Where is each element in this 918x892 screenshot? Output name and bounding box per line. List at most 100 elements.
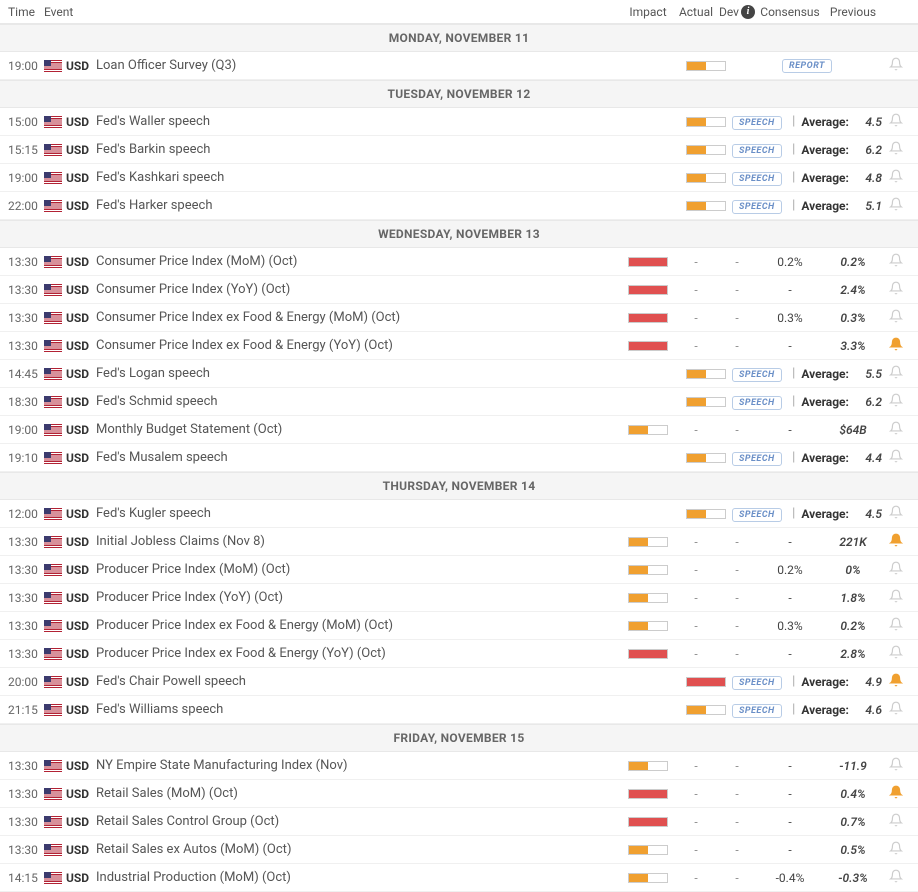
speech-badge[interactable]: SPEECH <box>732 508 782 522</box>
event-name[interactable]: Retail Sales Control Group (Oct) <box>96 814 622 829</box>
event-name[interactable]: Fed's Harker speech <box>96 198 680 213</box>
event-row[interactable]: 14:45USDFed's Logan speechSPEECH|Average… <box>0 360 918 388</box>
bell-icon[interactable] <box>889 281 903 299</box>
bell-icon[interactable] <box>889 253 903 271</box>
event-name[interactable]: Fed's Logan speech <box>96 366 680 381</box>
event-row[interactable]: 19:00USDLoan Officer Survey (Q3)REPORT <box>0 52 918 80</box>
bell-icon[interactable] <box>889 645 903 663</box>
event-row[interactable]: 15:00USDFed's Waller speechSPEECH|Averag… <box>0 108 918 136</box>
report-badge[interactable]: REPORT <box>782 59 832 73</box>
bell-icon[interactable] <box>889 337 903 355</box>
event-row[interactable]: 12:00USDFed's Kugler speechSPEECH|Averag… <box>0 500 918 528</box>
bell-icon[interactable] <box>889 841 903 859</box>
event-row[interactable]: 13:30USDRetail Sales (MoM) (Oct)---0.4% <box>0 780 918 808</box>
bell-cell[interactable] <box>882 841 910 859</box>
speech-badge[interactable]: SPEECH <box>732 172 782 186</box>
bell-icon[interactable] <box>889 169 903 187</box>
event-row[interactable]: 15:15USDFed's Barkin speechSPEECH|Averag… <box>0 136 918 164</box>
event-name[interactable]: Fed's Barkin speech <box>96 142 680 157</box>
event-row[interactable]: 13:30USDConsumer Price Index (MoM) (Oct)… <box>0 248 918 276</box>
bell-cell[interactable] <box>882 337 910 355</box>
bell-icon[interactable] <box>889 141 903 159</box>
event-row[interactable]: 13:30USDConsumer Price Index ex Food & E… <box>0 332 918 360</box>
bell-icon[interactable] <box>889 701 903 719</box>
bell-cell[interactable] <box>882 449 910 467</box>
event-name[interactable]: Consumer Price Index ex Food & Energy (M… <box>96 310 622 325</box>
bell-icon[interactable] <box>889 197 903 215</box>
bell-icon[interactable] <box>889 57 903 75</box>
bell-cell[interactable] <box>882 813 910 831</box>
event-name[interactable]: Retail Sales (MoM) (Oct) <box>96 786 622 801</box>
bell-icon[interactable] <box>889 393 903 411</box>
event-name[interactable]: Consumer Price Index (MoM) (Oct) <box>96 254 622 269</box>
event-name[interactable]: NY Empire State Manufacturing Index (Nov… <box>96 758 622 773</box>
event-name[interactable]: Producer Price Index ex Food & Energy (M… <box>96 618 622 633</box>
info-icon[interactable]: i <box>741 5 755 19</box>
bell-cell[interactable] <box>882 589 910 607</box>
event-row[interactable]: 19:00USDFed's Kashkari speechSPEECH|Aver… <box>0 164 918 192</box>
event-row[interactable]: 22:00USDFed's Harker speechSPEECH|Averag… <box>0 192 918 220</box>
bell-cell[interactable] <box>882 197 910 215</box>
event-row[interactable]: 14:15USDIndustrial Production (MoM) (Oct… <box>0 864 918 892</box>
event-row[interactable]: 13:30USDProducer Price Index (MoM) (Oct)… <box>0 556 918 584</box>
bell-cell[interactable] <box>882 645 910 663</box>
bell-cell[interactable] <box>882 393 910 411</box>
bell-icon[interactable] <box>889 785 903 803</box>
bell-cell[interactable] <box>882 701 910 719</box>
bell-icon[interactable] <box>889 365 903 383</box>
bell-icon[interactable] <box>889 309 903 327</box>
event-name[interactable]: Fed's Kashkari speech <box>96 170 680 185</box>
bell-cell[interactable] <box>882 673 910 691</box>
bell-icon[interactable] <box>889 505 903 523</box>
event-row[interactable]: 19:00USDMonthly Budget Statement (Oct)--… <box>0 416 918 444</box>
bell-icon[interactable] <box>889 561 903 579</box>
bell-cell[interactable] <box>882 757 910 775</box>
bell-cell[interactable] <box>882 421 910 439</box>
event-name[interactable]: Consumer Price Index ex Food & Energy (Y… <box>96 338 622 353</box>
bell-icon[interactable] <box>889 589 903 607</box>
event-name[interactable]: Producer Price Index (YoY) (Oct) <box>96 590 622 605</box>
event-name[interactable]: Producer Price Index (MoM) (Oct) <box>96 562 622 577</box>
speech-badge[interactable]: SPEECH <box>732 452 782 466</box>
event-row[interactable]: 13:30USDConsumer Price Index ex Food & E… <box>0 304 918 332</box>
event-row[interactable]: 13:30USDConsumer Price Index (YoY) (Oct)… <box>0 276 918 304</box>
bell-icon[interactable] <box>889 533 903 551</box>
bell-icon[interactable] <box>889 617 903 635</box>
event-row[interactable]: 13:30USDRetail Sales Control Group (Oct)… <box>0 808 918 836</box>
speech-badge[interactable]: SPEECH <box>732 200 782 214</box>
event-row[interactable]: 13:30USDProducer Price Index ex Food & E… <box>0 640 918 668</box>
bell-cell[interactable] <box>882 365 910 383</box>
event-row[interactable]: 13:30USDInitial Jobless Claims (Nov 8)--… <box>0 528 918 556</box>
event-row[interactable]: 13:30USDProducer Price Index ex Food & E… <box>0 612 918 640</box>
bell-cell[interactable] <box>882 57 910 75</box>
event-name[interactable]: Producer Price Index ex Food & Energy (Y… <box>96 646 622 661</box>
bell-icon[interactable] <box>889 113 903 131</box>
event-name[interactable]: Consumer Price Index (YoY) (Oct) <box>96 282 622 297</box>
event-name[interactable]: Fed's Kugler speech <box>96 506 680 521</box>
event-row[interactable]: 13:30USDProducer Price Index (YoY) (Oct)… <box>0 584 918 612</box>
event-name[interactable]: Fed's Waller speech <box>96 114 680 129</box>
bell-icon[interactable] <box>889 449 903 467</box>
event-row[interactable]: 20:00USDFed's Chair Powell speechSPEECH|… <box>0 668 918 696</box>
bell-icon[interactable] <box>889 421 903 439</box>
event-row[interactable]: 18:30USDFed's Schmid speechSPEECH|Averag… <box>0 388 918 416</box>
speech-badge[interactable]: SPEECH <box>732 704 782 718</box>
event-name[interactable]: Fed's Musalem speech <box>96 450 680 465</box>
bell-cell[interactable] <box>882 309 910 327</box>
bell-cell[interactable] <box>882 253 910 271</box>
event-name[interactable]: Industrial Production (MoM) (Oct) <box>96 870 622 885</box>
speech-badge[interactable]: SPEECH <box>732 676 782 690</box>
bell-cell[interactable] <box>882 169 910 187</box>
event-name[interactable]: Initial Jobless Claims (Nov 8) <box>96 534 622 549</box>
speech-badge[interactable]: SPEECH <box>732 368 782 382</box>
event-name[interactable]: Monthly Budget Statement (Oct) <box>96 422 622 437</box>
event-row[interactable]: 13:30USDNY Empire State Manufacturing In… <box>0 752 918 780</box>
event-row[interactable]: 19:10USDFed's Musalem speechSPEECH|Avera… <box>0 444 918 472</box>
event-row[interactable]: 21:15USDFed's Williams speechSPEECH|Aver… <box>0 696 918 724</box>
event-name[interactable]: Fed's Schmid speech <box>96 394 680 409</box>
bell-icon[interactable] <box>889 673 903 691</box>
event-name[interactable]: Retail Sales ex Autos (MoM) (Oct) <box>96 842 622 857</box>
bell-cell[interactable] <box>882 505 910 523</box>
bell-cell[interactable] <box>882 785 910 803</box>
bell-icon[interactable] <box>889 757 903 775</box>
